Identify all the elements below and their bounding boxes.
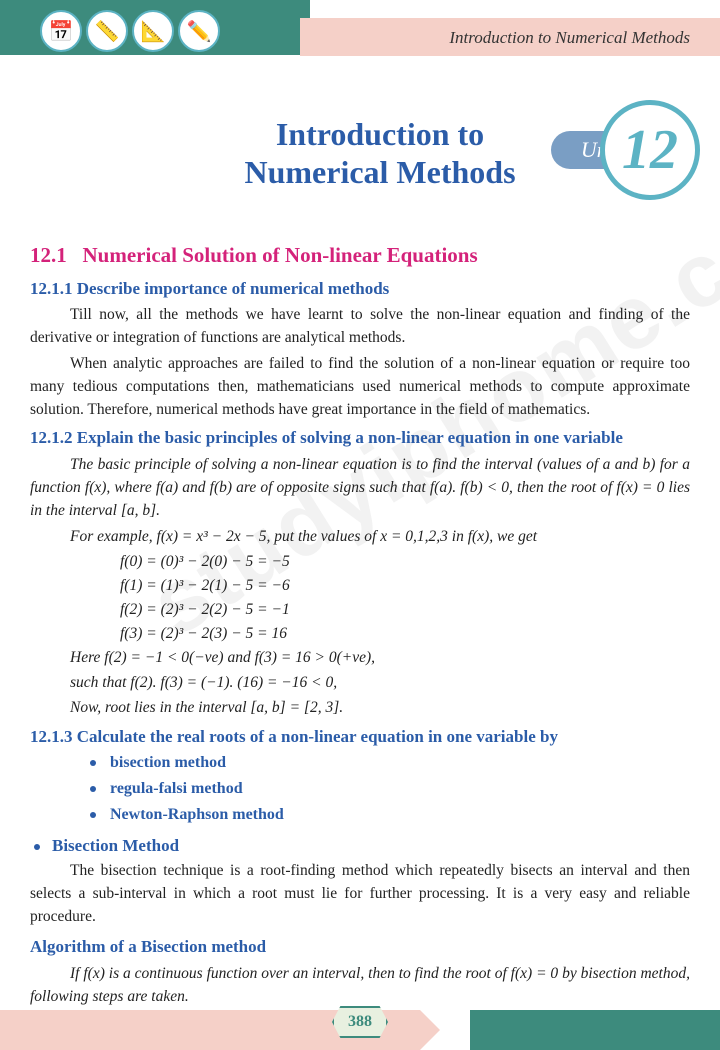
subsection-12-1-1: 12.1.1 Describe importance of numerical … [30,276,690,302]
bisection-heading: Bisection Method [30,833,690,859]
method-bullets: bisection method regula-falsi method New… [90,751,690,827]
bisection-p1: The bisection technique is a root-findin… [30,859,690,929]
bullet-dot-icon [90,812,96,818]
footer-triangle [420,1010,440,1050]
p-1211-2: When analytic approaches are failed to f… [30,352,690,422]
unit-circle: 12 [600,100,700,200]
header: Introduction to Numerical Methods 📅 📏 📐 … [0,0,720,70]
chapter-title-line1: Introduction to [276,116,484,152]
calc-line: f(1) = (1)³ − 2(1) − 5 = −6 [120,574,690,598]
calc-line: f(3) = (2)³ − 2(3) − 5 = 16 [120,622,690,646]
here-line: Here f(2) = −1 < 0(−ve) and f(3) = 16 > … [70,646,690,669]
section-12-1: 12.1 Numerical Solution of Non-linear Eq… [30,240,690,272]
compass-icon: 📐 [132,10,174,52]
calc-line: f(0) = (0)³ − 2(0) − 5 = −5 [120,550,690,574]
page-content: 12.1 Numerical Solution of Non-linear Eq… [30,240,690,1010]
bullet-newton: Newton-Raphson method [90,803,690,827]
page-number: 388 [332,1006,388,1038]
bullet-regula: regula-falsi method [90,777,690,801]
subsection-12-1-3: 12.1.3 Calculate the real roots of a non… [30,724,690,750]
chapter-title-line2: Numerical Methods [244,154,515,190]
footer-right-bar [470,1010,720,1050]
subsection-12-1-2: 12.1.2 Explain the basic principles of s… [30,425,690,451]
bullet-dot-icon [90,786,96,792]
calendar-icon: 📅 [40,10,82,52]
calc-block: f(0) = (0)³ − 2(0) − 5 = −5 f(1) = (1)³ … [120,550,690,646]
bullet-bisection: bisection method [90,751,690,775]
unit-badge: Unit 12 [551,100,700,200]
bullet-dot-icon [90,760,96,766]
section-number: 12.1 [30,243,67,267]
such-line: such that f(2). f(3) = (−1). (16) = −16 … [70,671,690,694]
running-title: Introduction to Numerical Methods [449,28,690,48]
example-lead: For example, f(x) = x³ − 2x − 5, put the… [70,525,690,548]
p-1212-1: The basic principle of solving a non-lin… [30,453,690,523]
p-1211-1: Till now, all the methods we have learnt… [30,303,690,350]
algorithm-heading: Algorithm of a Bisection method [30,934,690,960]
calc-line: f(2) = (2)³ − 2(2) − 5 = −1 [120,598,690,622]
unit-number: 12 [622,118,678,182]
ruler-icon: 📏 [86,10,128,52]
now-line: Now, root lies in the interval [a, b] = … [70,696,690,719]
bullet-dot-icon [34,844,40,850]
header-icons: 📅 📏 📐 ✏️ [40,10,220,52]
section-title: Numerical Solution of Non-linear Equatio… [83,243,478,267]
tools-icon: ✏️ [178,10,220,52]
footer: 388 [0,995,720,1050]
